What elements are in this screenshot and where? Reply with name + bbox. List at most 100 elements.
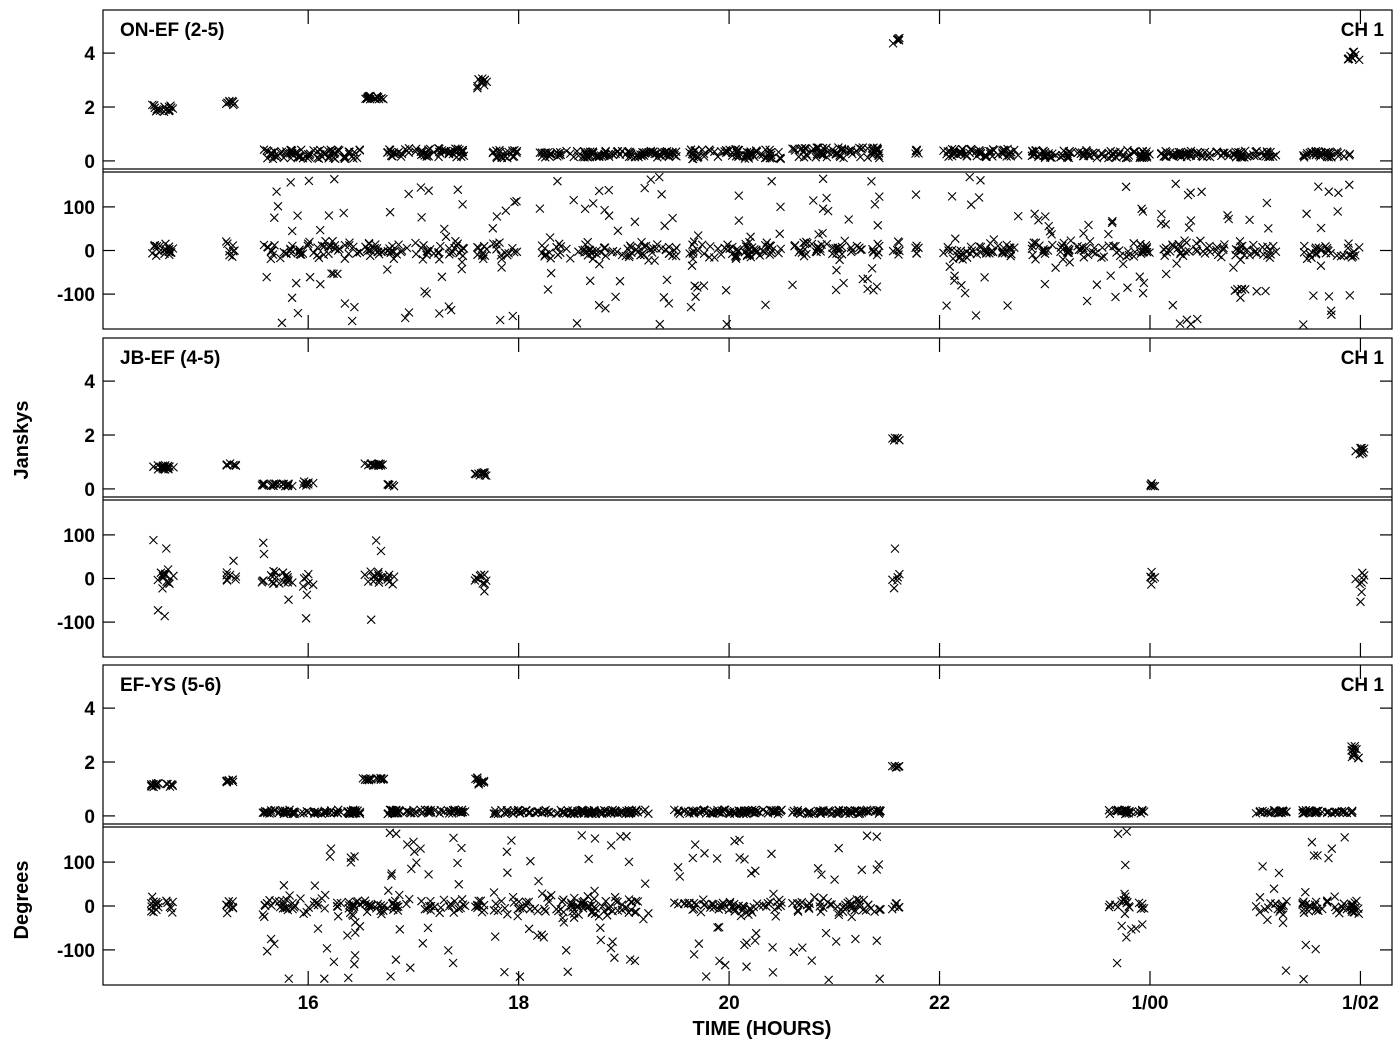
phase-point — [1307, 837, 1317, 847]
phase-point — [410, 847, 419, 857]
phase-point — [329, 957, 339, 967]
amp-point — [572, 146, 582, 156]
amp-point — [697, 145, 707, 155]
amp-point — [169, 463, 178, 472]
amp-point — [1157, 148, 1166, 158]
phase-point — [1139, 904, 1149, 913]
phase-point — [758, 901, 768, 910]
phase-point — [1344, 239, 1353, 248]
phase-point — [439, 224, 449, 234]
x-tick-label: 1/02 — [1342, 993, 1379, 1014]
phase-point — [1271, 247, 1281, 257]
amp-point — [230, 99, 239, 109]
phase-point — [1031, 254, 1040, 264]
phase-point — [582, 247, 592, 257]
amp-point — [888, 39, 898, 48]
phase-point — [872, 832, 882, 842]
amp-tick-label: 0 — [84, 152, 95, 173]
phase-point — [974, 242, 984, 251]
phase-point — [221, 237, 231, 246]
phase-point — [971, 311, 981, 320]
phase-point — [435, 241, 445, 251]
phase-point — [745, 250, 755, 259]
phase-point — [715, 901, 724, 911]
phase-point — [313, 924, 323, 933]
phase-point — [1138, 207, 1148, 216]
phase-point — [563, 967, 573, 977]
phase-point — [1082, 296, 1092, 306]
amp-point — [1277, 808, 1286, 817]
amp-point — [698, 805, 708, 815]
phase-point — [298, 582, 308, 591]
phase-point — [671, 251, 681, 261]
phase-point — [688, 254, 698, 264]
phase-point — [270, 240, 279, 250]
phase-point — [821, 928, 831, 938]
phase-point — [1322, 897, 1332, 906]
phase-point — [654, 172, 664, 182]
phase-point — [1186, 216, 1196, 225]
phase-point — [416, 243, 426, 253]
phase-point — [689, 950, 699, 959]
phase-point — [742, 962, 751, 972]
phase-point — [845, 897, 854, 906]
phase-point — [1339, 251, 1349, 260]
phase-point — [1324, 292, 1334, 301]
phase-tick-label: -100 — [57, 613, 95, 634]
phase-point — [387, 869, 397, 878]
phase-point — [625, 250, 634, 260]
phase-point — [1120, 860, 1130, 870]
phase-point — [624, 857, 634, 867]
phase-point — [569, 913, 579, 923]
phase-point — [604, 185, 614, 195]
phase-point — [962, 247, 972, 257]
amp-point — [613, 807, 622, 817]
phase-point — [360, 570, 370, 580]
phase-point — [324, 211, 334, 220]
phase-point — [482, 244, 492, 254]
phase-point — [1137, 204, 1146, 214]
phase-point — [389, 254, 399, 264]
phase-point — [696, 907, 706, 917]
phase-point — [1299, 241, 1309, 251]
amp-point — [360, 775, 370, 785]
phase-point — [950, 271, 959, 281]
phase-point — [350, 917, 360, 927]
phase-point — [818, 228, 827, 238]
phase-point — [456, 903, 466, 913]
phase-point — [1168, 300, 1178, 310]
phase-point — [1123, 247, 1133, 256]
phase-point — [944, 246, 953, 255]
phase-point — [827, 900, 836, 909]
phase-point — [639, 914, 648, 924]
phase-point — [1236, 255, 1245, 265]
amp-point — [283, 480, 292, 490]
phase-point — [689, 904, 699, 914]
amp-point — [624, 809, 634, 819]
phase-point — [259, 912, 269, 922]
phase-point — [301, 613, 311, 623]
phase-point — [404, 894, 414, 904]
phase-point — [1044, 221, 1054, 231]
phase-point — [572, 318, 582, 328]
amp-point — [1354, 55, 1364, 65]
phase-point — [692, 899, 701, 909]
amp-point — [579, 809, 589, 819]
phase-point — [755, 251, 765, 260]
amp-point — [1038, 147, 1047, 156]
phase-point — [1347, 253, 1357, 262]
phase-point — [283, 575, 292, 584]
phase-point — [607, 248, 617, 257]
phase-point — [1165, 247, 1175, 256]
phase-point — [284, 974, 294, 983]
phase-point — [686, 302, 696, 312]
phase-point — [672, 243, 681, 253]
phase-point — [364, 238, 374, 248]
phase-point — [580, 204, 590, 214]
phase-point — [313, 243, 322, 252]
phase-point — [366, 567, 376, 576]
phase-point — [275, 253, 285, 263]
phase-point — [743, 242, 753, 252]
phase-point — [960, 288, 970, 298]
amp-point — [166, 103, 176, 112]
